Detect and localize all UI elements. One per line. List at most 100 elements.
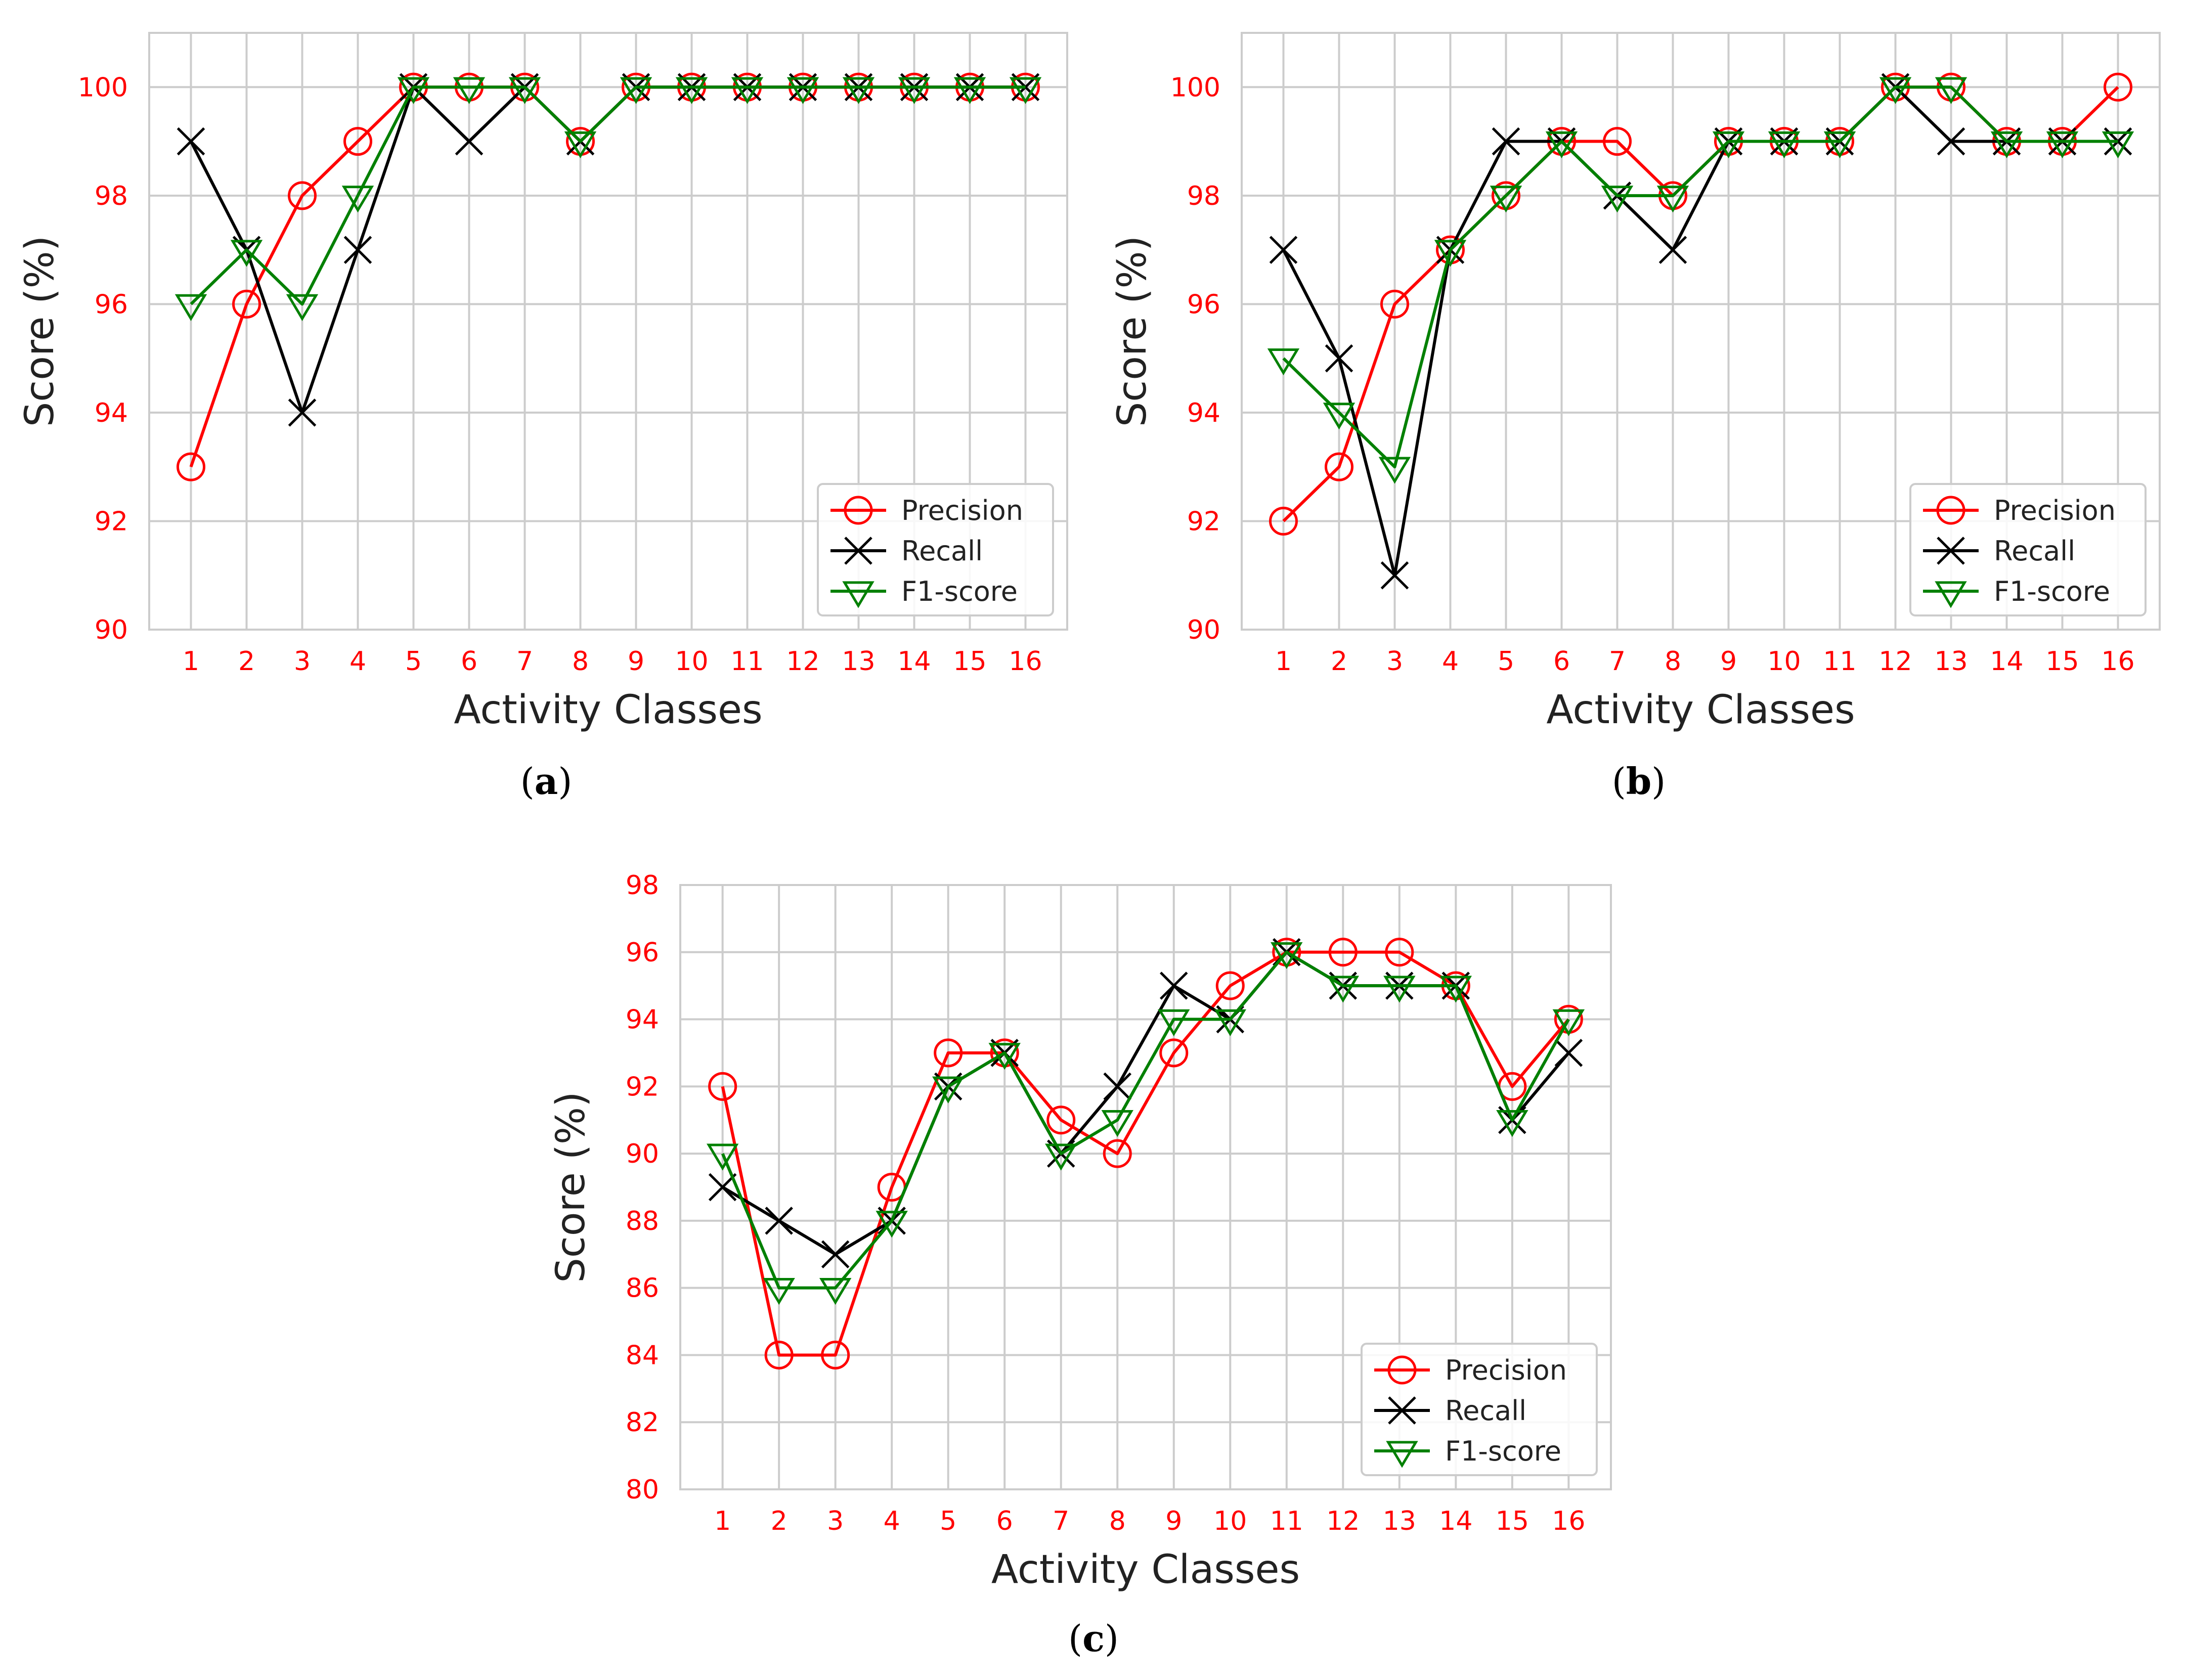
- panel-caption: (a): [520, 760, 573, 803]
- x-tick-label: 14: [1439, 1506, 1472, 1536]
- caption-part: ): [1105, 1617, 1119, 1660]
- data-point: [1552, 1009, 1585, 1037]
- x-tick-label: 16: [2101, 646, 2134, 677]
- data-point: [1935, 77, 1968, 104]
- legend-marker: [1936, 496, 1965, 525]
- x-tick-label: 16: [1552, 1506, 1585, 1536]
- grid-lines: [149, 33, 1067, 631]
- legend-label: Precision: [1445, 1354, 1567, 1386]
- data-point: [1159, 971, 1188, 1000]
- data-point: [1328, 938, 1358, 967]
- data-point: [675, 77, 708, 104]
- data-point: [1378, 457, 1411, 484]
- data-point: [1380, 561, 1409, 590]
- y-axis-title: Score (%): [1110, 236, 1155, 427]
- data-point: [1325, 344, 1353, 373]
- y-tick-label: 84: [626, 1340, 659, 1370]
- data-point: [288, 399, 317, 427]
- legend-marker: [842, 581, 875, 608]
- legend-label: F1-score: [901, 576, 1018, 607]
- data-point: [1323, 403, 1356, 430]
- data-point: [1159, 1038, 1189, 1068]
- x-tick-label: 15: [1496, 1506, 1529, 1536]
- x-tick-label: 8: [1109, 1506, 1126, 1536]
- x-tick-label: 2: [771, 1506, 788, 1536]
- legend-marker: [1386, 1441, 1418, 1468]
- y-axis-title: Score (%): [17, 236, 63, 427]
- data-point: [1046, 1106, 1076, 1135]
- series-line: [1282, 85, 2118, 577]
- legend-label: Recall: [901, 535, 983, 567]
- data-point: [1267, 348, 1300, 376]
- chart-panel-b: 1 2 3 4 5 6 7 8 9 10 11 12 13 14 15 169092949698100Acti…: [1110, 32, 2161, 803]
- x-axis-title: Activity Classes: [991, 1547, 1300, 1593]
- data-point: [1383, 976, 1416, 1003]
- data-point: [821, 1340, 850, 1369]
- legend-marker: [844, 496, 873, 525]
- panel-caption: (c): [1068, 1617, 1119, 1660]
- data-point: [1658, 236, 1687, 264]
- x-tick-label: 7: [516, 646, 533, 677]
- data-point: [1823, 131, 1856, 159]
- x-tick-label: 4: [1442, 646, 1459, 677]
- x-tick-label: 9: [628, 646, 644, 677]
- data-point: [455, 127, 484, 156]
- legend-marker: [844, 537, 872, 565]
- data-point: [1601, 186, 1634, 213]
- y-tick-labels: 90 92 94 96 98 100: [1170, 72, 1220, 645]
- data-point: [1879, 77, 1912, 104]
- data-point: [1768, 131, 1801, 159]
- data-point: [1103, 1072, 1132, 1101]
- data-point: [508, 77, 541, 104]
- caption-part: (: [1068, 1617, 1082, 1660]
- y-tick-label: 86: [626, 1273, 659, 1304]
- data-point: [821, 1240, 850, 1269]
- series-f1-score: [706, 942, 1585, 1305]
- legend-box: [1909, 483, 2147, 616]
- data-point: [1434, 240, 1467, 267]
- data-point: [564, 131, 597, 159]
- x-tick-label: 1: [183, 646, 199, 677]
- y-tick-label: 92: [1187, 506, 1220, 537]
- legend-marker: [1388, 1396, 1416, 1425]
- x-tick-label: 8: [1665, 646, 1681, 677]
- data-point: [286, 294, 319, 321]
- x-tick-label: 11: [1823, 646, 1856, 677]
- x-tick-label: 5: [1498, 646, 1514, 677]
- x-tick-label: 2: [1331, 646, 1347, 677]
- x-tick-label: 13: [1934, 646, 1968, 677]
- x-tick-label: 12: [1878, 646, 1912, 677]
- x-tick-label: 6: [996, 1506, 1013, 1536]
- legend-label: Precision: [901, 495, 1023, 526]
- chart-panel-a: 1 2 3 4 5 6 7 8 9 10 11 12 13 14 15 169092949698100Acti…: [17, 32, 1068, 803]
- y-tick-label: 98: [626, 870, 659, 901]
- x-tick-label: 11: [730, 646, 764, 677]
- series-line: [721, 950, 1570, 1290]
- legend-label: Recall: [1445, 1395, 1526, 1427]
- y-tick-label: 94: [1187, 398, 1220, 428]
- data-point: [763, 1278, 795, 1305]
- x-tick-labels: 1 2 3 4 5 6 7 8 9 10 11 12 13 14 15 16: [183, 646, 1042, 677]
- chart-panels: 1 2 3 4 5 6 7 8 9 10 11 12 13 14 15 169092949698100Acti…: [17, 32, 2161, 1660]
- panel-caption: (b): [1612, 760, 1666, 803]
- y-tick-label: 94: [626, 1005, 659, 1035]
- x-tick-label: 9: [1720, 646, 1737, 677]
- y-tick-label: 88: [626, 1206, 659, 1236]
- data-point: [2102, 131, 2134, 159]
- y-tick-label: 92: [626, 1072, 659, 1102]
- legend-box: [1361, 1343, 1598, 1476]
- x-tick-label: 8: [572, 646, 589, 677]
- x-tick-label: 10: [1213, 1506, 1247, 1536]
- data-point: [1496, 1110, 1528, 1137]
- caption-part: b: [1626, 760, 1651, 803]
- legend-label: F1-score: [1445, 1435, 1561, 1467]
- y-tick-label: 96: [626, 938, 659, 968]
- data-point: [1214, 1009, 1246, 1037]
- y-tick-labels: 80 82 84 86 88 90 92 94 96 98: [626, 870, 659, 1505]
- data-point: [988, 1043, 1021, 1070]
- x-tick-label: 6: [1553, 646, 1570, 677]
- x-tick-label: 12: [786, 646, 819, 677]
- data-point: [1385, 938, 1414, 967]
- series-line: [1282, 85, 2118, 469]
